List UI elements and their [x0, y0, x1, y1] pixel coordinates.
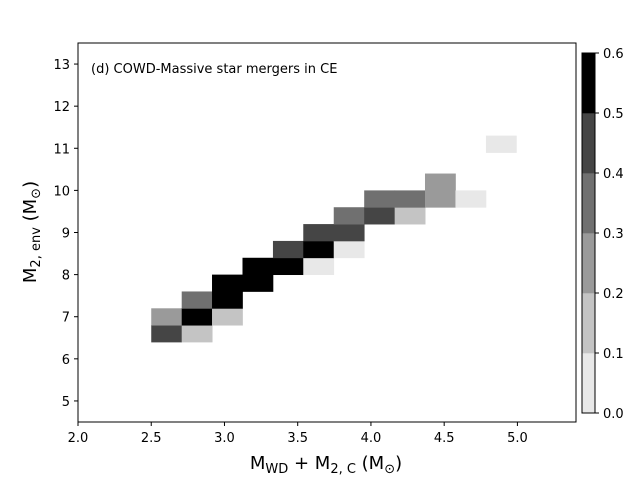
- heatmap-cell: [394, 207, 426, 225]
- colorbar: 0.0 0.1 0.2 0.3 0.4 0.5 0.6: [581, 47, 624, 422]
- heatmap-cell: [181, 308, 213, 326]
- y-tick-label: 8: [62, 269, 70, 284]
- heatmap-cell: [364, 207, 396, 225]
- heatmap-cell: [485, 135, 517, 153]
- colorbar-segment: [582, 233, 595, 294]
- heatmap-cell: [242, 257, 274, 276]
- heatmap-cell: [333, 224, 365, 242]
- colorbar-segment: [582, 353, 595, 414]
- x-tick-label: 4.0: [361, 431, 382, 446]
- y-tick-label: 11: [53, 142, 70, 157]
- heatmap-cell: [181, 291, 213, 309]
- chart-annotation: (d) COWD-Massive star mergers in CE: [91, 62, 337, 77]
- y-tick-label: 6: [62, 353, 70, 368]
- heatmap-cell: [364, 190, 396, 208]
- colorbar-tick-label: 0.5: [603, 107, 624, 122]
- x-axis-title: MWD + M2, C (M⊙): [250, 453, 402, 477]
- colorbar-segment: [582, 293, 595, 354]
- y-tick-label: 5: [62, 395, 70, 410]
- y-tick-label: 10: [53, 184, 70, 199]
- x-tick-label: 4.5: [434, 431, 455, 446]
- heatmap-cell: [303, 257, 335, 276]
- colorbar-tick-label: 0.4: [603, 167, 624, 182]
- heatmap-cell: [455, 190, 487, 208]
- y-tick-label: 9: [62, 227, 70, 242]
- x-tick-label: 3.0: [214, 431, 235, 446]
- x-tick-label: 2.5: [141, 431, 162, 446]
- y-tick-label: 12: [53, 100, 70, 115]
- x-axis: 2.0 2.5 3.0 3.5 4.0 4.5 5.0: [68, 422, 528, 446]
- heatmap-cell: [151, 325, 183, 343]
- heatmap-cell: [333, 207, 365, 225]
- x-tick-label: 2.0: [68, 431, 89, 446]
- y-tick-label: 7: [62, 311, 70, 326]
- x-tick-label: 3.5: [287, 431, 308, 446]
- heatmap-cells: [151, 135, 517, 343]
- heatmap-cell: [212, 291, 243, 309]
- heatmap-cell: [424, 173, 456, 191]
- heatmap-cell: [303, 224, 335, 242]
- colorbar-segment: [582, 53, 595, 114]
- colorbar-segment: [582, 113, 595, 174]
- heatmap-cell: [212, 274, 243, 292]
- heatmap-cell: [181, 325, 213, 343]
- y-axis-title: M2, env (M⊙): [20, 181, 44, 283]
- x-tick-label: 5.0: [507, 431, 528, 446]
- heatmap-cell: [394, 190, 426, 208]
- colorbar-tick-label: 0.1: [603, 347, 624, 362]
- colorbar-tick-label: 0.0: [603, 407, 624, 422]
- heatmap-cell: [333, 240, 365, 259]
- heatmap-cell: [303, 240, 335, 259]
- heatmap-cell: [272, 257, 304, 276]
- colorbar-segment: [582, 173, 595, 234]
- colorbar-tick-label: 0.2: [603, 287, 624, 302]
- y-tick-label: 13: [53, 58, 70, 73]
- colorbar-tick-label: 0.6: [603, 47, 624, 62]
- heatmap-cell: [212, 308, 243, 326]
- heatmap-cell: [151, 308, 183, 326]
- colorbar-tick-label: 0.3: [603, 227, 624, 242]
- heatmap-cell: [272, 240, 304, 259]
- heatmap-cell: [424, 190, 456, 208]
- heatmap-cell: [242, 274, 274, 292]
- y-axis: 5 6 7 8 9 10 11 12 13: [53, 58, 78, 410]
